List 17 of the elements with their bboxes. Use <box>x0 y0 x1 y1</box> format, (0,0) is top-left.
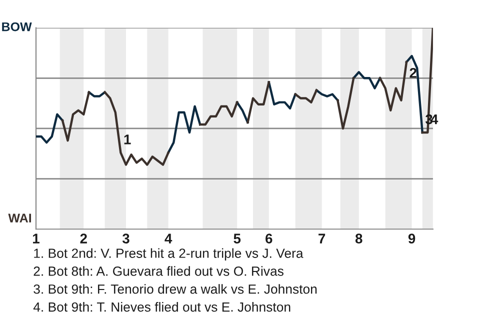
text: 1. Bot 2nd: V. Prest hit a 2-run triple vs J. Vera <box>34 248 304 261</box>
text: 2. Bot 8th: A. Guevara flied out vs O. Rivas <box>34 266 284 276</box>
x-tick-label: 7 <box>318 234 326 244</box>
x-tick-label: 2 <box>80 234 87 244</box>
x-tick-label: 6 <box>266 234 272 244</box>
text: WAI <box>8 214 31 222</box>
x-tick-label: 1 <box>33 234 40 244</box>
text: 3. Bot 9th: F. Tenorio drew a walk vs E. Johnston <box>34 284 317 294</box>
text: BOW <box>2 22 32 32</box>
x-tick-label: 9 <box>408 234 416 244</box>
x-tick-label: 8 <box>355 234 362 244</box>
x-tick-label: 3 <box>122 234 130 244</box>
annotation: 1 <box>124 134 131 144</box>
x-tick-label: 5 <box>234 234 241 244</box>
annotation: 2 <box>410 68 416 78</box>
text: 4. Bot 9th: T. Nieves flied out vs E. Johnston <box>33 302 290 312</box>
x-tick-label: 4 <box>164 234 172 244</box>
